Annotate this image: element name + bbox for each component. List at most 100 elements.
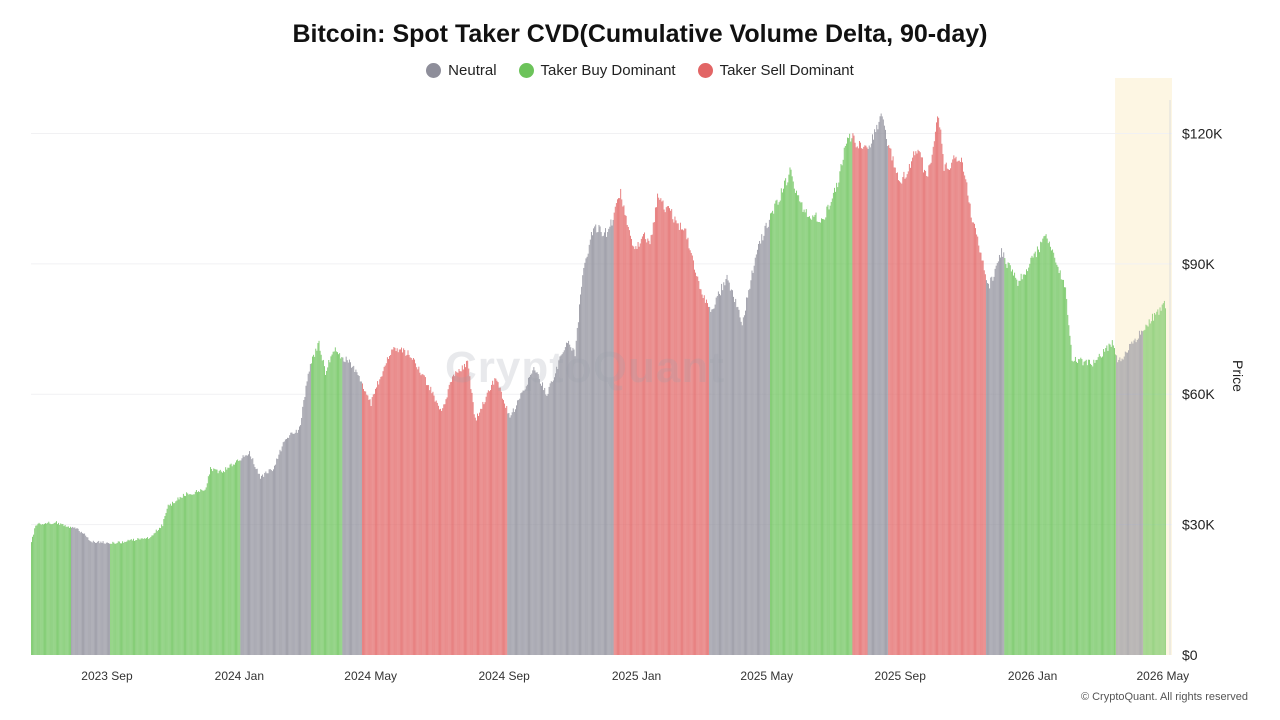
- price-bar: [185, 496, 186, 655]
- price-bar: [57, 524, 58, 655]
- price-bar: [127, 539, 129, 655]
- price-bar: [308, 371, 310, 655]
- price-bar: [1026, 269, 1027, 655]
- price-bar: [38, 522, 40, 655]
- price-bar: [470, 389, 472, 655]
- price-bar: [1004, 258, 1006, 655]
- price-bar: [263, 476, 265, 655]
- price-bar: [981, 260, 983, 655]
- price-bar: [75, 528, 77, 655]
- price-bar: [149, 538, 151, 655]
- price-bar: [184, 495, 185, 655]
- price-bar: [796, 190, 797, 655]
- price-bar: [938, 117, 940, 655]
- price-bar: [543, 390, 545, 655]
- price-bar: [1031, 255, 1033, 655]
- price-bar: [229, 464, 231, 655]
- price-bar: [79, 532, 81, 655]
- price-bar: [469, 376, 471, 655]
- price-bar: [215, 469, 217, 655]
- price-bar: [726, 274, 728, 655]
- price-bar: [882, 119, 884, 655]
- price-bar: [755, 254, 757, 655]
- price-bar: [734, 302, 736, 655]
- price-bar: [587, 253, 589, 655]
- price-bar: [1028, 267, 1030, 655]
- price-bar: [424, 377, 426, 655]
- price-bar: [86, 537, 88, 655]
- price-bar: [1029, 263, 1031, 655]
- legend-item-taker-buy[interactable]: Taker Buy Dominant: [518, 62, 676, 79]
- price-bar: [204, 489, 206, 655]
- price-bar: [431, 393, 433, 655]
- price-bar: [491, 384, 493, 655]
- price-bar: [261, 475, 262, 655]
- price-bar: [386, 357, 388, 655]
- price-bar: [135, 540, 137, 655]
- y-tick-label: $0: [1182, 647, 1198, 663]
- price-bar: [1092, 366, 1094, 655]
- price-bar: [631, 238, 632, 655]
- legend-item-taker-sell[interactable]: Taker Sell Dominant: [697, 62, 854, 79]
- price-bar: [656, 207, 657, 655]
- price-bar: [253, 464, 255, 655]
- price-bar: [584, 262, 586, 655]
- price-bar: [166, 508, 168, 655]
- price-bar: [535, 372, 537, 655]
- price-bar: [530, 374, 532, 655]
- price-bar: [864, 145, 866, 655]
- price-bar: [78, 531, 80, 655]
- price-bar: [1108, 343, 1110, 655]
- price-bar: [1052, 249, 1054, 655]
- price-bar: [397, 352, 399, 655]
- price-bar: [271, 471, 273, 655]
- price-bar: [519, 398, 521, 655]
- price-bar: [348, 359, 350, 655]
- price-bar: [920, 157, 922, 655]
- price-bar: [371, 397, 373, 655]
- price-bar: [674, 216, 676, 655]
- price-bar: [95, 542, 96, 655]
- price-bar: [339, 353, 341, 655]
- price-bar: [858, 141, 860, 655]
- price-bar: [1083, 361, 1085, 655]
- price-bar: [779, 200, 781, 655]
- legend: Neutral Taker Buy Dominant Taker Sell Do…: [0, 62, 1280, 79]
- price-bar: [812, 215, 814, 655]
- price-bar: [865, 145, 867, 656]
- price-bar: [163, 519, 165, 655]
- price-bar: [325, 374, 326, 655]
- price-bar: [824, 219, 826, 655]
- price-bar: [460, 371, 462, 655]
- price-bar: [36, 525, 38, 655]
- price-bar: [492, 380, 494, 655]
- price-bar: [463, 363, 465, 655]
- price-bar: [341, 357, 343, 655]
- price-bar: [997, 261, 999, 655]
- price-bar: [178, 499, 180, 655]
- price-bar: [620, 188, 622, 655]
- price-bar: [392, 349, 394, 655]
- price-bar: [355, 369, 357, 655]
- price-bar: [1079, 359, 1081, 655]
- price-bar: [87, 537, 89, 655]
- price-bar: [658, 197, 660, 655]
- price-bar: [195, 490, 197, 655]
- price-bar: [1132, 343, 1134, 655]
- price-bar: [947, 169, 949, 655]
- price-bar: [722, 290, 724, 655]
- price-bar: [848, 138, 850, 655]
- price-bar: [717, 291, 719, 655]
- x-tick-label: 2025 Jan: [612, 669, 661, 683]
- price-bar: [778, 202, 780, 655]
- legend-item-neutral[interactable]: Neutral: [426, 62, 497, 79]
- price-bar: [1022, 274, 1024, 655]
- price-bar: [758, 243, 759, 655]
- price-bar: [703, 295, 705, 655]
- price-bar: [724, 285, 726, 655]
- price-bar: [751, 270, 753, 655]
- price-bar: [369, 399, 371, 655]
- price-bar: [89, 540, 91, 655]
- price-bar: [194, 491, 196, 655]
- price-bar: [1069, 335, 1071, 655]
